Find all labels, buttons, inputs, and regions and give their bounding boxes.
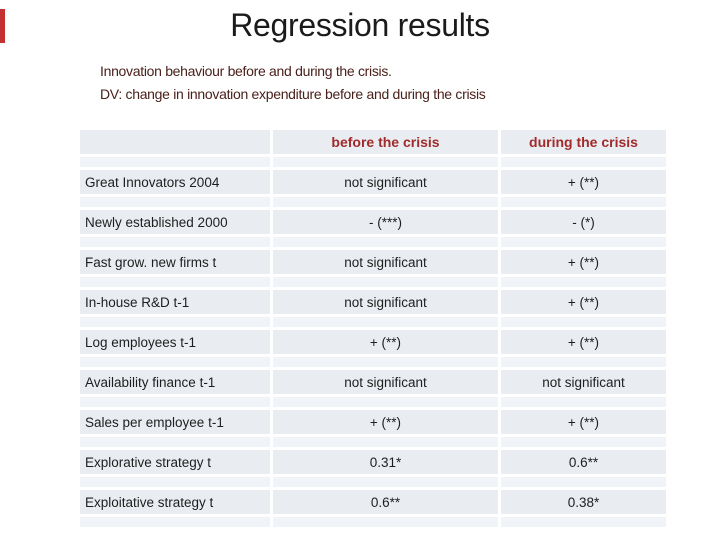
spacer-band — [501, 197, 666, 207]
cell-before: not significant — [273, 250, 498, 274]
spacer-band — [501, 237, 666, 247]
spacer-band — [273, 317, 498, 327]
subtitle-line-1: Innovation behaviour before and during t… — [100, 63, 392, 79]
cell-before: not significant — [273, 290, 498, 314]
spacer-band — [273, 397, 498, 407]
spacer-band — [80, 317, 270, 327]
spacer-band — [273, 357, 498, 367]
row-label: Newly established 2000 — [80, 210, 270, 234]
spacer-band — [501, 437, 666, 447]
spacer-band — [80, 437, 270, 447]
row-label: Exploitative strategy t — [80, 490, 270, 514]
cell-during: + (**) — [501, 410, 666, 434]
spacer-band — [273, 477, 498, 487]
spacer-band — [501, 477, 666, 487]
spacer-band — [501, 357, 666, 367]
row-label: Sales per employee t-1 — [80, 410, 270, 434]
spacer-band — [80, 157, 270, 167]
slide-subtitle: Innovation behaviour before and during t… — [100, 60, 486, 106]
spacer-band — [80, 357, 270, 367]
header-cell-before: before the crisis — [273, 130, 498, 154]
spacer-band — [501, 517, 666, 527]
spacer-band — [501, 157, 666, 167]
spacer-band — [273, 437, 498, 447]
spacer-band — [273, 157, 498, 167]
spacer-band — [80, 397, 270, 407]
spacer-band — [80, 197, 270, 207]
cell-during: + (**) — [501, 290, 666, 314]
spacer-band — [80, 237, 270, 247]
row-label: Great Innovators 2004 — [80, 170, 270, 194]
header-cell-during: during the crisis — [501, 130, 666, 154]
cell-during: - (*) — [501, 210, 666, 234]
row-label: Explorative strategy t — [80, 450, 270, 474]
spacer-band — [273, 197, 498, 207]
spacer-band — [80, 477, 270, 487]
cell-before: 0.31* — [273, 450, 498, 474]
cell-before: - (***) — [273, 210, 498, 234]
cell-before: not significant — [273, 370, 498, 394]
spacer-band — [501, 277, 666, 287]
spacer-band — [273, 237, 498, 247]
cell-before: + (**) — [273, 410, 498, 434]
subtitle-line-2: DV: change in innovation expenditure bef… — [100, 86, 486, 102]
slide-title: Regression results — [230, 7, 490, 43]
spacer-band — [501, 317, 666, 327]
cell-during: + (**) — [501, 250, 666, 274]
spacer-band — [273, 277, 498, 287]
spacer-band — [501, 397, 666, 407]
header-cell-empty — [80, 130, 270, 154]
cell-before: not significant — [273, 170, 498, 194]
cell-before: 0.6** — [273, 490, 498, 514]
slide-accent-bar — [0, 9, 5, 43]
cell-during: + (**) — [501, 330, 666, 354]
spacer-band — [80, 277, 270, 287]
row-label: Availability finance t-1 — [80, 370, 270, 394]
spacer-band — [273, 517, 498, 527]
cell-during: not significant — [501, 370, 666, 394]
row-label: In-house R&D t-1 — [80, 290, 270, 314]
row-label: Fast grow. new firms t — [80, 250, 270, 274]
cell-during: 0.38* — [501, 490, 666, 514]
spacer-band — [80, 517, 270, 527]
regression-table: before the crisis during the crisis Grea… — [80, 130, 666, 527]
row-label: Log employees t-1 — [80, 330, 270, 354]
cell-before: + (**) — [273, 330, 498, 354]
cell-during: + (**) — [501, 170, 666, 194]
cell-during: 0.6** — [501, 450, 666, 474]
